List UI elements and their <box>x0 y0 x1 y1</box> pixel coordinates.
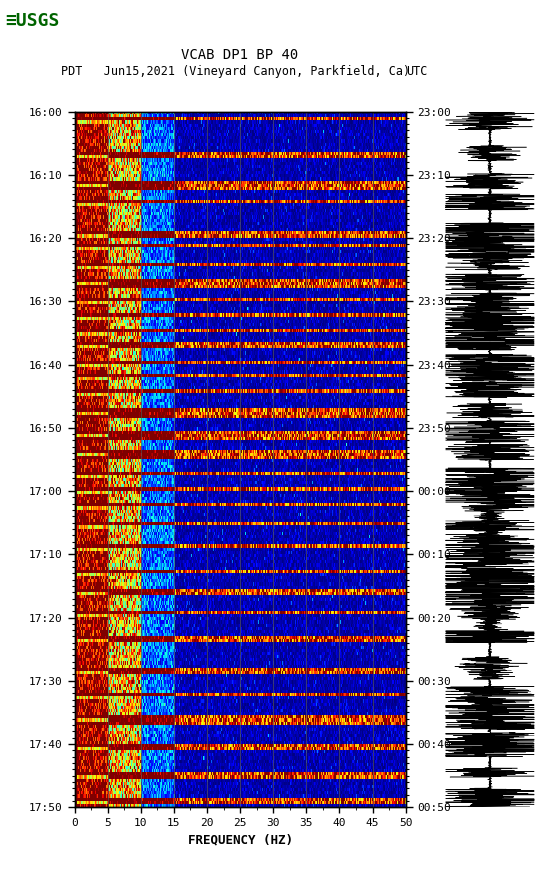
Text: UTC: UTC <box>406 65 427 78</box>
Text: VCAB DP1 BP 40: VCAB DP1 BP 40 <box>182 48 299 62</box>
Text: PDT   Jun15,2021 (Vineyard Canyon, Parkfield, Ca): PDT Jun15,2021 (Vineyard Canyon, Parkfie… <box>61 65 410 78</box>
X-axis label: FREQUENCY (HZ): FREQUENCY (HZ) <box>188 833 293 847</box>
Text: ≡USGS: ≡USGS <box>6 12 60 30</box>
